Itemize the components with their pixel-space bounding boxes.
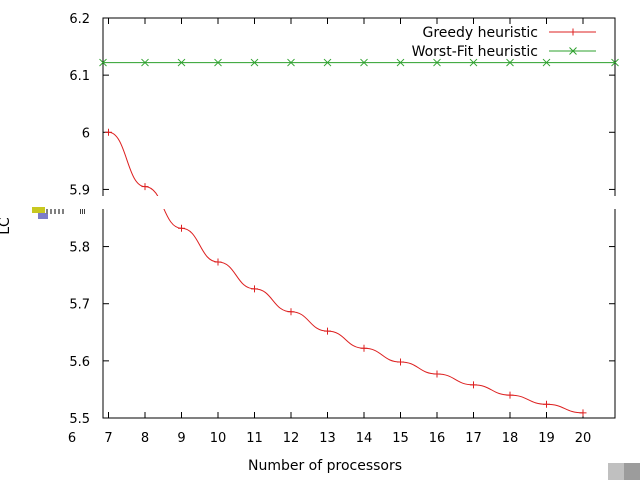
x-tick-label: 9 <box>177 431 185 446</box>
data-point <box>579 409 587 417</box>
legend-label: Worst-Fit heuristic <box>412 44 538 60</box>
y-tick-label: 5.5 <box>69 412 90 427</box>
corner-artifact <box>608 463 624 480</box>
data-point <box>360 58 368 67</box>
data-point <box>214 258 222 266</box>
x-tick-label: 17 <box>465 431 482 446</box>
x-tick-label: 20 <box>575 431 592 446</box>
y-tick-label: 6 <box>82 126 90 141</box>
data-point <box>214 58 222 67</box>
render-glitch-block <box>38 213 48 219</box>
series-layer <box>99 58 619 417</box>
series-line <box>108 131 584 414</box>
y-tick-label: 6.1 <box>69 69 90 84</box>
data-point <box>506 391 514 399</box>
render-glitch-block <box>80 209 86 214</box>
x-tick-label: 6 <box>68 431 76 446</box>
render-glitch-block <box>32 207 45 213</box>
legend: Greedy heuristic Worst-Fit heuristic <box>412 25 596 60</box>
x-tick-label: 10 <box>210 431 227 446</box>
y-axis-title: LC <box>0 217 13 235</box>
render-glitch-band <box>0 196 640 209</box>
data-point <box>287 58 295 67</box>
plot-frame <box>102 17 616 419</box>
data-point <box>141 58 149 67</box>
x-tick-label: 11 <box>246 431 263 446</box>
x-axis-ticks: 6 7 8 9 10 11 12 13 14 15 16 17 18 19 20 <box>68 18 591 446</box>
data-point <box>287 308 295 316</box>
y-tick-label: 5.7 <box>69 298 90 313</box>
data-point <box>178 224 185 232</box>
legend-label: Greedy heuristic <box>422 25 538 41</box>
data-point <box>611 58 619 67</box>
x-tick-label: 14 <box>356 431 373 446</box>
y-tick-label: 5.8 <box>69 241 90 256</box>
data-point <box>105 128 112 136</box>
data-point <box>543 400 550 408</box>
x-tick-label: 15 <box>392 431 409 446</box>
x-tick-label: 16 <box>429 431 446 446</box>
y-axis-ticks: 5.5 5.6 5.7 5.8 5.9 6 6.1 6.2 <box>69 12 615 427</box>
data-point <box>470 381 477 389</box>
data-point <box>397 358 404 366</box>
data-point <box>542 58 551 67</box>
data-point <box>141 183 149 191</box>
data-point <box>250 58 259 67</box>
data-point <box>506 58 514 67</box>
data-point <box>323 58 332 67</box>
render-glitch-block <box>46 209 64 214</box>
data-point <box>324 327 331 335</box>
data-point <box>433 370 441 378</box>
data-point <box>251 285 258 293</box>
data-point <box>396 58 405 67</box>
data-point <box>360 344 368 352</box>
data-point <box>433 58 441 67</box>
x-tick-label: 12 <box>283 431 300 446</box>
x-tick-label: 19 <box>538 431 555 446</box>
y-tick-label: 5.6 <box>69 355 90 370</box>
y-tick-label: 6.2 <box>69 12 90 27</box>
x-tick-label: 7 <box>104 431 112 446</box>
x-tick-label: 18 <box>502 431 519 446</box>
legend-marker <box>569 47 577 55</box>
y-tick-label: 5.9 <box>69 183 90 198</box>
data-point <box>99 58 107 67</box>
data-point <box>469 58 478 67</box>
data-point <box>177 58 186 67</box>
x-tick-label: 13 <box>319 431 336 446</box>
x-tick-label: 8 <box>141 431 149 446</box>
x-axis-title: Number of processors <box>248 458 402 474</box>
corner-artifact <box>624 463 640 480</box>
